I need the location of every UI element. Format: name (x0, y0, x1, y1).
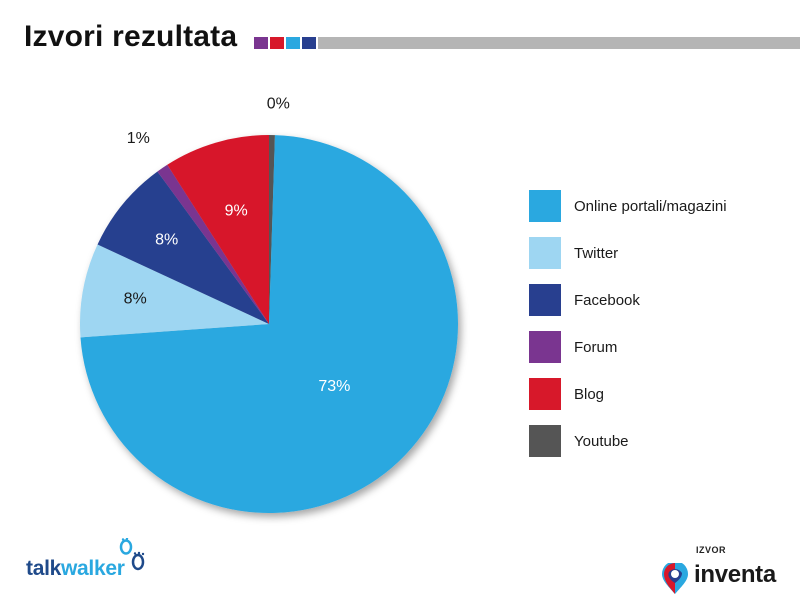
data-label: 1% (127, 130, 150, 147)
pie-slices (80, 135, 459, 514)
talkwalker-logo: talkwalker (26, 538, 156, 586)
legend-swatch (529, 378, 561, 410)
legend-label: Youtube (574, 433, 629, 450)
header: Izvori rezultata (0, 0, 800, 80)
pie-labels: 0% 73% 8% 8% 1% 9% (124, 96, 351, 396)
logo-text-walker: walker (61, 557, 125, 580)
data-label: 73% (318, 378, 350, 395)
data-label: 0% (267, 96, 290, 113)
header-bar (318, 37, 800, 49)
accent-square-purple (254, 37, 268, 49)
logo-text-inventa: inventa (694, 561, 776, 588)
legend-swatch (529, 190, 561, 222)
legend-swatch (529, 284, 561, 316)
legend-label: Facebook (574, 292, 640, 309)
inventa-logo: IZVOR inventa (656, 545, 786, 595)
pie-slice-blog (167, 135, 269, 324)
legend-swatch (529, 237, 561, 269)
pie-slice-online-portali-magazini (80, 135, 459, 514)
legend-label: Twitter (574, 245, 619, 262)
pie-slice-forum (157, 164, 269, 324)
accent-square-navy (302, 37, 316, 49)
data-label: 8% (124, 291, 147, 308)
data-label: 8% (155, 231, 178, 248)
pie-slice-youtube (269, 135, 275, 324)
inventa-drop-icon (662, 563, 688, 594)
legend-swatch (529, 331, 561, 363)
pie-slice-facebook (97, 171, 269, 324)
accent-square-cyan (286, 37, 300, 49)
legend-label: Blog (574, 386, 605, 403)
legend-label: Forum (574, 339, 618, 356)
legend-swatch (529, 425, 561, 457)
page-title: Izvori rezultata (24, 20, 238, 53)
footprints-icon (119, 538, 145, 571)
accent-square-red (270, 37, 284, 49)
legend-label: Online portali/magazini (574, 198, 727, 215)
pie-slice-twitter (80, 244, 269, 338)
logo-text-talk: talk (26, 557, 61, 580)
data-label: 9% (225, 203, 248, 220)
source-label: IZVOR (696, 545, 727, 555)
